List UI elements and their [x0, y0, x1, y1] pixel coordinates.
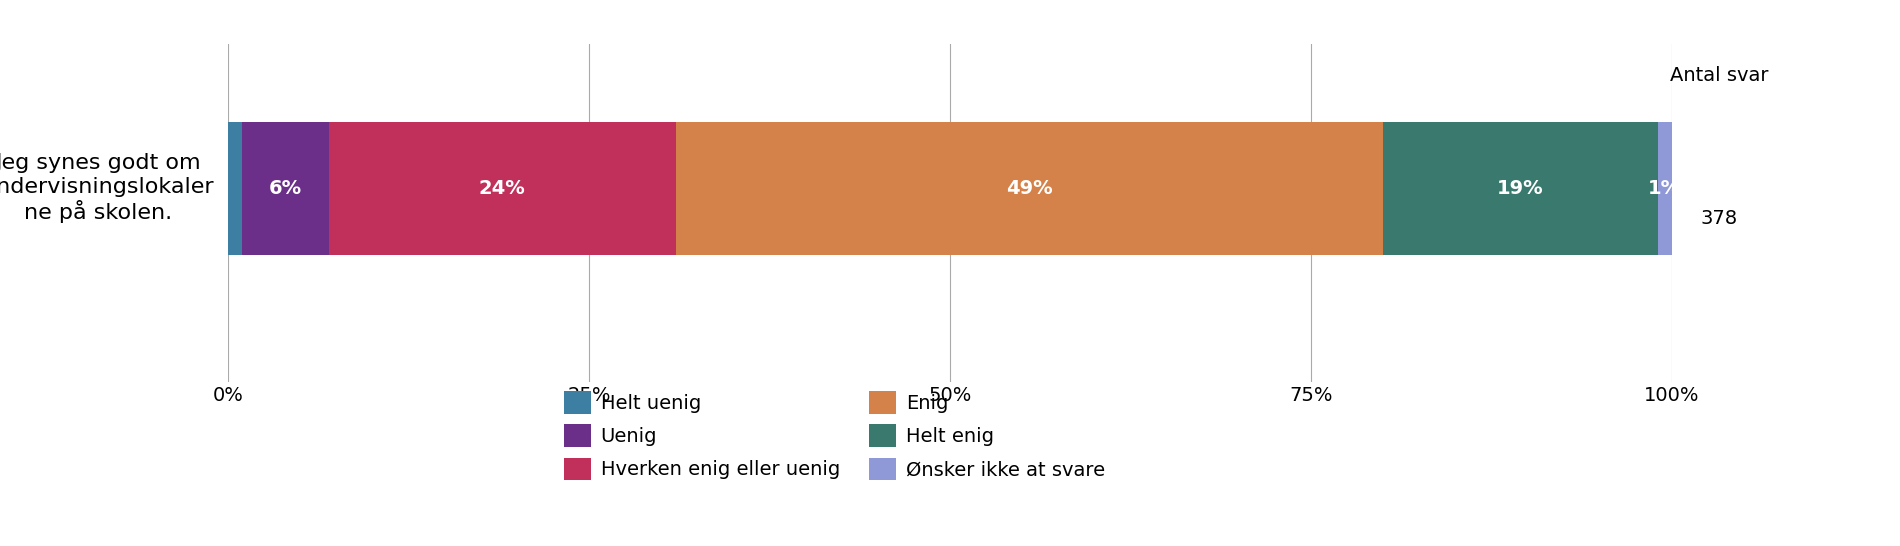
- Bar: [329, 122, 676, 255]
- Text: 378: 378: [1700, 209, 1738, 228]
- Legend: Helt uenig, Uenig, Hverken enig eller uenig, Enig, Helt enig, Ønsker ikke at sva: Helt uenig, Uenig, Hverken enig eller ue…: [557, 383, 1113, 488]
- Text: 49%: 49%: [1007, 179, 1053, 198]
- Bar: [1383, 122, 1657, 255]
- Bar: [243, 122, 329, 255]
- Bar: [676, 122, 1383, 255]
- Bar: [1657, 122, 1672, 255]
- Text: 19%: 19%: [1497, 179, 1543, 198]
- Text: 6%: 6%: [270, 179, 302, 198]
- Text: Antal svar: Antal svar: [1670, 66, 1769, 85]
- Text: 1%: 1%: [1647, 179, 1682, 198]
- Bar: [228, 122, 243, 255]
- Text: Jeg synes godt om
undervisningslokaler
ne på skolen.: Jeg synes godt om undervisningslokaler n…: [0, 153, 213, 223]
- Text: 24%: 24%: [479, 179, 526, 198]
